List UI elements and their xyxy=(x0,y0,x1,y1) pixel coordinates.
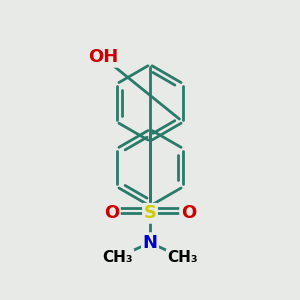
Text: O: O xyxy=(181,204,196,222)
Text: N: N xyxy=(142,234,158,252)
Text: O: O xyxy=(104,204,119,222)
Text: S: S xyxy=(143,204,157,222)
Text: CH₃: CH₃ xyxy=(102,250,133,265)
Text: CH₃: CH₃ xyxy=(167,250,198,265)
Text: OH: OH xyxy=(88,48,118,66)
